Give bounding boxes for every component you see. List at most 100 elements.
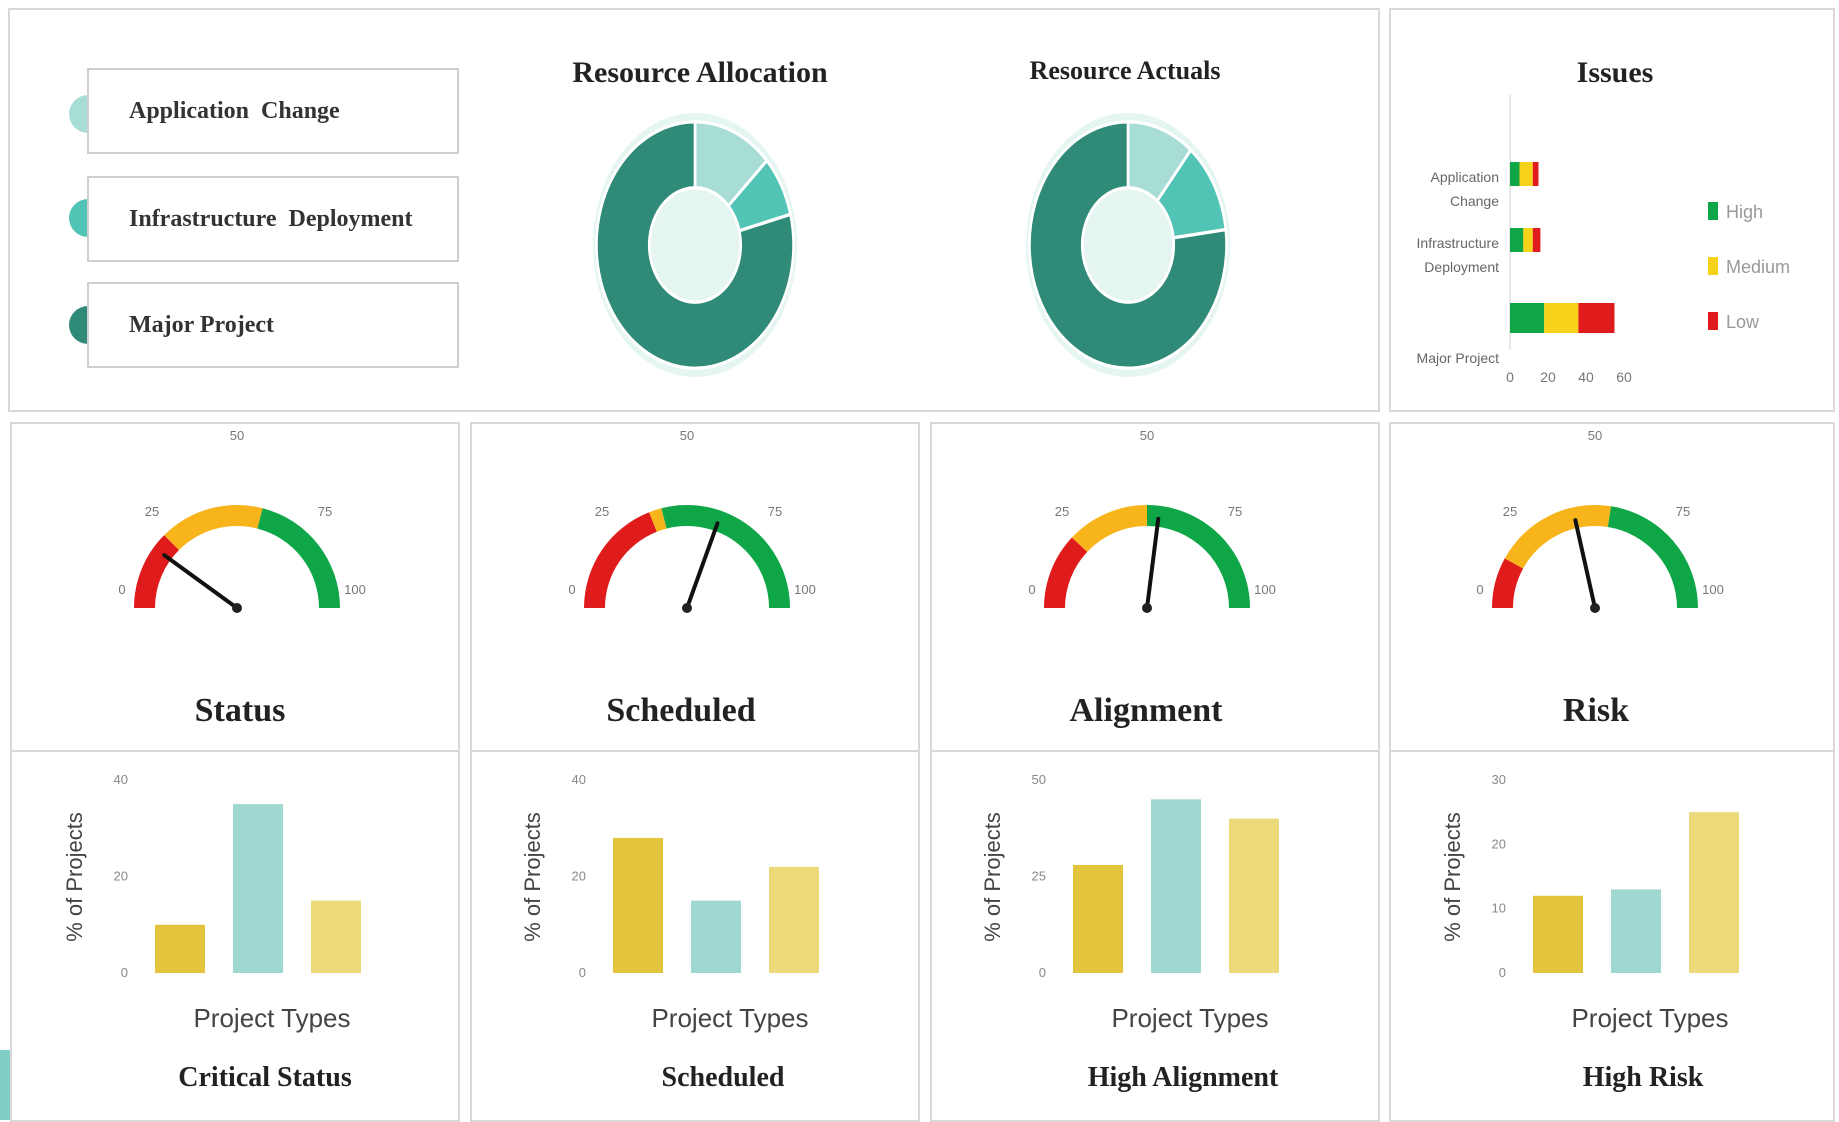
- issues-bar-low: [1532, 162, 1539, 186]
- issues-bar-high: [1510, 162, 1520, 186]
- legend-label: Major Project: [129, 311, 275, 338]
- issues-bar-medium: [1544, 303, 1579, 333]
- legend-item-application-change[interactable]: Application Change: [87, 68, 459, 154]
- bar: [769, 866, 819, 973]
- donut-chart-resource-actuals: [1026, 113, 1230, 377]
- donut-chart-resource-allocation: [593, 113, 797, 377]
- issues-bar-high: [1510, 303, 1545, 333]
- gauge-tick-label: 100: [344, 582, 366, 597]
- gauge-title-scheduled: Scheduled: [606, 692, 756, 729]
- bar-title-critical-status: Critical Status: [178, 1062, 352, 1093]
- gauge-needle: [1145, 516, 1161, 610]
- gauge-tick-label: 100: [1702, 582, 1724, 597]
- legend-label: Infrastructure Deployment: [129, 205, 413, 232]
- issues-x-tick: 20: [1540, 369, 1556, 385]
- issues-category-label: Major Project: [1417, 350, 1500, 366]
- bar: [1229, 818, 1279, 973]
- gauge-risk: 0 25 50 75 100: [1476, 428, 1724, 613]
- edge-accent: [0, 1050, 10, 1120]
- bar-y-tick: 10: [1492, 901, 1506, 916]
- bar: [1151, 799, 1201, 973]
- bar: [1073, 864, 1123, 973]
- donut-slices: [1028, 120, 1228, 370]
- gauge-tick-label: 100: [1254, 582, 1276, 597]
- gauge-scheduled: 0 25 50 75 100: [568, 428, 816, 613]
- bar-y-tick: 0: [579, 965, 586, 980]
- bar-chart-high-risk: 0 10 20 30 % of Projects Project Types: [1440, 772, 1739, 1033]
- issues-bar-high: [1510, 228, 1524, 252]
- gauge-tick-label: 25: [145, 504, 159, 519]
- legend-item-major-project[interactable]: Major Project: [87, 282, 459, 368]
- bar: [155, 924, 205, 973]
- legend-item-infrastructure-deployment[interactable]: Infrastructure Deployment: [87, 176, 459, 262]
- gauge-hub: [682, 603, 692, 613]
- gauge-tick-label: 50: [230, 428, 244, 443]
- issues-legend-label: High: [1726, 202, 1763, 222]
- bar: [233, 804, 283, 973]
- resource-actuals-title: Resource Actuals: [1029, 56, 1221, 85]
- bar-y-tick: 0: [1039, 965, 1046, 980]
- bar-x-axis-label: Project Types: [1571, 1003, 1728, 1033]
- bar-x-axis-label: Project Types: [651, 1003, 808, 1033]
- gauge-tick-label: 0: [1028, 582, 1035, 597]
- resource-allocation-title: Resource Allocation: [572, 56, 828, 89]
- bar: [691, 900, 741, 973]
- bar-y-tick: 20: [114, 869, 128, 884]
- bar: [613, 837, 663, 973]
- bar: [1533, 895, 1583, 973]
- gauge-alignment: 0 25 50 75 100: [1028, 428, 1276, 613]
- issues-x-tick: 60: [1616, 369, 1632, 385]
- issues-legend-swatch-low: [1708, 312, 1718, 330]
- bar-y-axis-label: % of Projects: [980, 812, 1005, 942]
- gauge-needle: [162, 553, 239, 610]
- gauge-band: [1071, 505, 1147, 552]
- gauge-tick-label: 0: [118, 582, 125, 597]
- gauge-tick-label: 25: [595, 504, 609, 519]
- issues-category-label: Infrastructure: [1417, 235, 1500, 251]
- bar-chart-high-alignment: 0 25 50 % of Projects Project Types: [980, 772, 1279, 1033]
- gauge-band: [134, 535, 180, 608]
- bar-y-axis-label: % of Projects: [1440, 812, 1465, 942]
- issues-bar-medium: [1523, 228, 1533, 252]
- gauge-band: [1147, 505, 1250, 608]
- bar-y-tick: 0: [1499, 965, 1506, 980]
- issues-x-tick: 40: [1578, 369, 1594, 385]
- gauge-tick-label: 50: [680, 428, 694, 443]
- gauge-panel-alignment: [930, 422, 1380, 752]
- gauge-tick-label: 0: [568, 582, 575, 597]
- bar-y-tick: 30: [1492, 772, 1506, 787]
- gauge-title-alignment: Alignment: [1069, 692, 1223, 729]
- issues-category-label: Change: [1450, 193, 1499, 209]
- gauge-band: [661, 505, 790, 608]
- issues-bar-chart: Application Change Infrastructure Deploymen…: [1417, 95, 1790, 385]
- gauge-band: [649, 508, 667, 532]
- gauge-tick-label: 75: [768, 504, 782, 519]
- gauge-title-risk: Risk: [1562, 692, 1630, 729]
- gauge-tick-label: 75: [318, 504, 332, 519]
- gauge-band: [584, 512, 657, 608]
- gauge-tick-label: 100: [794, 582, 816, 597]
- gauge-tick-label: 25: [1055, 504, 1069, 519]
- bar-y-tick: 40: [114, 772, 128, 787]
- bar-y-tick: 50: [1032, 772, 1046, 787]
- legend-label: Application Change: [129, 97, 340, 124]
- bar-y-tick: 25: [1032, 869, 1046, 884]
- bar-y-tick: 40: [572, 772, 586, 787]
- bar-y-axis-label: % of Projects: [62, 812, 87, 942]
- issues-panel: [1389, 8, 1835, 412]
- bar-title-scheduled: Scheduled: [661, 1062, 785, 1093]
- issues-x-tick: 0: [1506, 369, 1514, 385]
- gauge-tick-label: 75: [1228, 504, 1242, 519]
- bar: [1611, 889, 1661, 973]
- issues-bar-low: [1532, 228, 1541, 252]
- gauge-band: [1607, 506, 1698, 608]
- bar-chart-critical-status: 0 20 40 % of Projects Project Types: [62, 772, 361, 1033]
- gauge-band: [257, 508, 340, 608]
- bar-y-axis-label: % of Projects: [520, 812, 545, 942]
- gauge-tick-label: 25: [1503, 504, 1517, 519]
- issues-title: Issues: [1576, 56, 1654, 89]
- gauge-status: 0 25 50 75 100: [118, 428, 366, 613]
- gauge-band: [1044, 537, 1088, 608]
- donut-slice-major-project: [595, 120, 795, 370]
- gauge-tick-label: 75: [1676, 504, 1690, 519]
